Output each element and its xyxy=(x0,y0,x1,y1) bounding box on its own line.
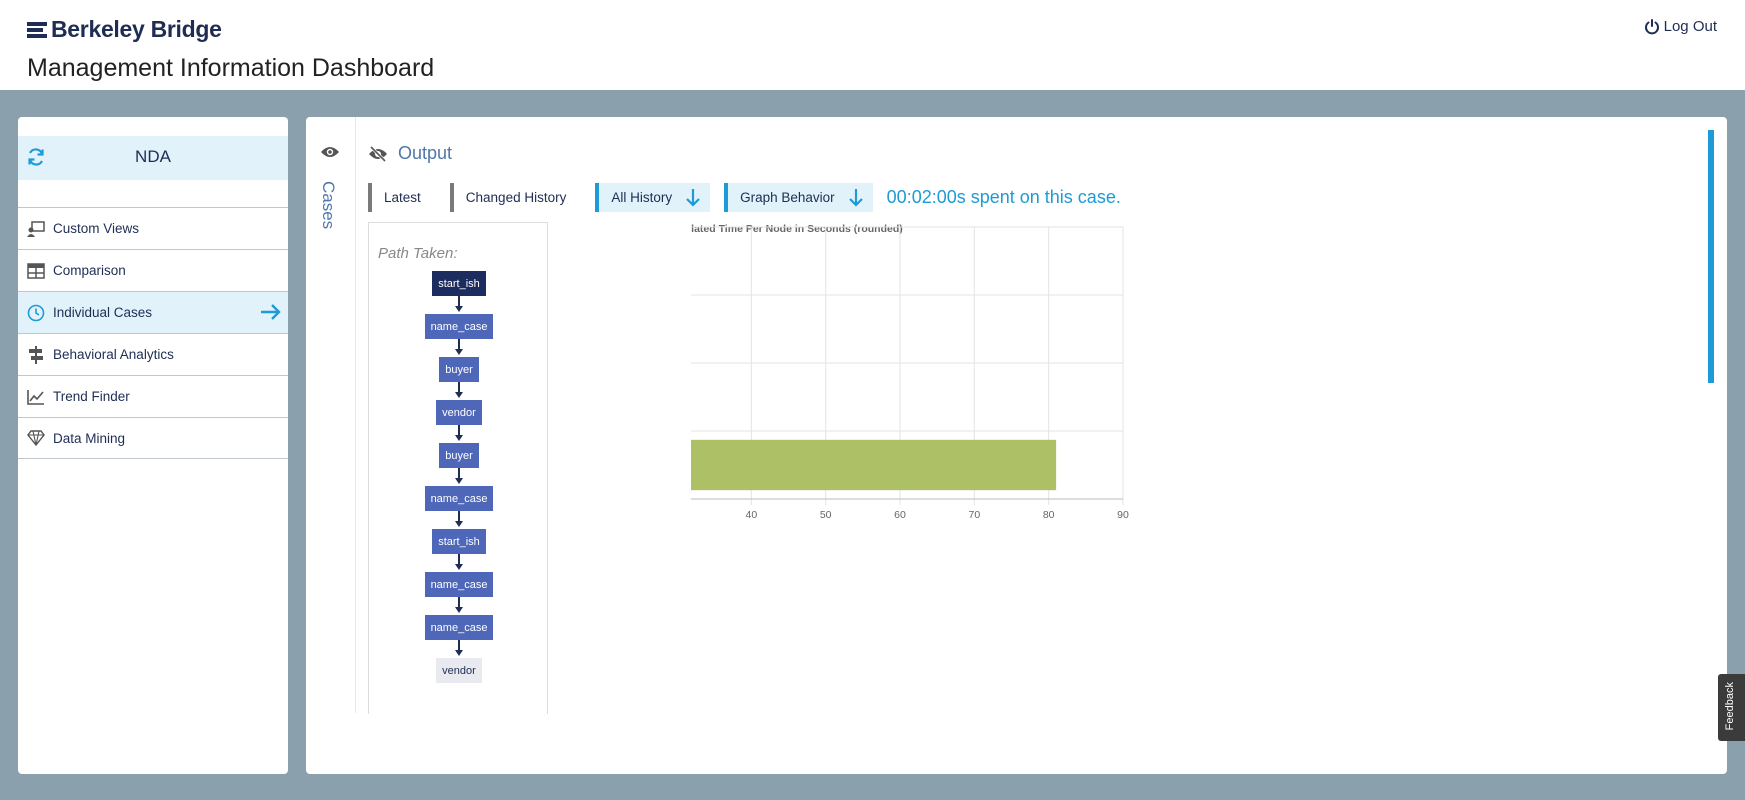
x-tick-label: 80 xyxy=(1043,509,1055,521)
sidebar-item-behavioral-analytics[interactable]: Behavioral Analytics xyxy=(18,333,288,375)
sidebar-item-label: Behavioral Analytics xyxy=(53,347,174,362)
tab-changed-history[interactable]: Changed History xyxy=(449,183,577,212)
x-tick-label: 40 xyxy=(745,509,757,521)
feedback-label: Feedback xyxy=(1724,682,1736,731)
eye-icon[interactable] xyxy=(320,145,340,159)
arrow-down-icon xyxy=(686,188,700,207)
refresh-icon[interactable] xyxy=(26,147,46,167)
diamond-icon xyxy=(26,429,46,447)
path-arrow xyxy=(454,511,464,529)
sidebar: NDA Custom Views Comparison Individual C… xyxy=(18,117,288,774)
page-title: Management Information Dashboard xyxy=(27,54,435,82)
tab-graph-behavior[interactable]: Graph Behavior xyxy=(724,183,873,212)
path-arrow xyxy=(454,382,464,400)
cases-label[interactable]: Cases xyxy=(319,181,338,230)
path-arrow xyxy=(454,296,464,314)
cases-rail: Cases xyxy=(306,117,356,713)
path-panel: Path Taken: start_ish name_case buyer vendo… xyxy=(368,222,548,714)
path-node[interactable]: buyer xyxy=(439,357,479,382)
tab-latest[interactable]: Latest xyxy=(368,183,431,212)
path-node[interactable]: vendor xyxy=(436,658,482,683)
sidebar-item-label: Data Mining xyxy=(53,430,126,446)
power-icon xyxy=(1644,18,1659,34)
sidebar-item-individual-cases[interactable]: Individual Cases xyxy=(18,291,288,333)
brand-logo[interactable]: Berkeley Bridge xyxy=(27,16,222,43)
tab-all-history[interactable]: All History xyxy=(595,183,711,212)
output-header: Output xyxy=(368,143,452,164)
path-node[interactable]: name_case xyxy=(424,314,494,339)
trend-icon xyxy=(26,388,46,406)
path-node[interactable]: name_case xyxy=(424,486,494,511)
x-tick-label: 90 xyxy=(1117,509,1129,521)
project-name: NDA xyxy=(135,147,171,166)
path-arrow xyxy=(454,339,464,357)
history-tabs: Latest Changed History All History Graph… xyxy=(368,183,1121,212)
tab-label: Changed History xyxy=(465,190,567,205)
signpost-icon xyxy=(26,345,46,364)
eye-slash-icon[interactable] xyxy=(368,145,388,162)
tab-label: Latest xyxy=(384,190,421,205)
sidebar-item-label: Custom Views xyxy=(53,221,140,236)
project-header: NDA xyxy=(18,136,288,180)
x-tick-label: 70 xyxy=(968,509,980,521)
x-tick-label: 60 xyxy=(894,509,906,521)
presentation-icon xyxy=(26,220,46,238)
sidebar-item-label: Trend Finder xyxy=(53,389,130,404)
path-node[interactable]: name_case xyxy=(424,572,494,597)
path-node[interactable]: vendor xyxy=(436,400,482,425)
path-title: Path Taken: xyxy=(378,245,458,262)
brand-mark-icon xyxy=(27,21,47,38)
x-tick-label: 50 xyxy=(820,509,832,521)
top-bar: Berkeley Bridge Management Information D… xyxy=(0,0,1745,90)
tab-label: Graph Behavior xyxy=(740,190,835,205)
arrow-down-icon xyxy=(848,188,863,207)
path-arrow xyxy=(454,597,464,615)
path-arrow xyxy=(454,468,464,486)
sidebar-item-label: Individual Cases xyxy=(53,305,153,320)
tab-label: All History xyxy=(611,190,673,205)
scrollbar[interactable] xyxy=(1708,130,1714,383)
sidebar-nav: Custom Views Comparison Individual Cases… xyxy=(18,207,288,459)
bar-chart: Collated Time Per Node in Seconds (round… xyxy=(392,223,1129,521)
output-title: Output xyxy=(398,143,453,163)
sidebar-item-comparison[interactable]: Comparison xyxy=(18,249,288,291)
path-node[interactable]: start_ish xyxy=(432,529,486,554)
path-node[interactable]: start_ish xyxy=(432,271,486,296)
path-arrow xyxy=(454,425,464,443)
path-arrow xyxy=(454,554,464,572)
table-icon xyxy=(26,262,46,280)
sidebar-item-trend-finder[interactable]: Trend Finder xyxy=(18,375,288,417)
path-node[interactable]: buyer xyxy=(439,443,479,468)
main-panel: Cases Output Latest Changed History All … xyxy=(306,117,1727,774)
logout-label: Log Out xyxy=(1663,18,1717,35)
brand-name: Berkeley Bridge xyxy=(51,16,222,42)
logout-button[interactable]: Log Out xyxy=(1644,18,1717,35)
sidebar-item-data-mining[interactable]: Data Mining xyxy=(18,417,288,459)
path-list: start_ish name_case buyer vendor buyer name_c… xyxy=(369,271,549,683)
bar-name_case xyxy=(454,439,1057,491)
time-spent-text: 00:02:00s spent on this case. xyxy=(886,187,1121,207)
time-per-node-chart: Collated Time Per Node in Seconds (round… xyxy=(392,222,1411,602)
feedback-button[interactable]: Feedback xyxy=(1718,674,1745,741)
sidebar-item-custom-views[interactable]: Custom Views xyxy=(18,207,288,249)
path-arrow xyxy=(454,640,464,658)
sidebar-item-label: Comparison xyxy=(53,263,126,278)
arrow-right-icon xyxy=(261,304,281,320)
clock-icon xyxy=(26,304,46,322)
path-node[interactable]: name_case xyxy=(424,615,494,640)
chart-title: Collated Time Per Node in Seconds (round… xyxy=(691,223,903,235)
